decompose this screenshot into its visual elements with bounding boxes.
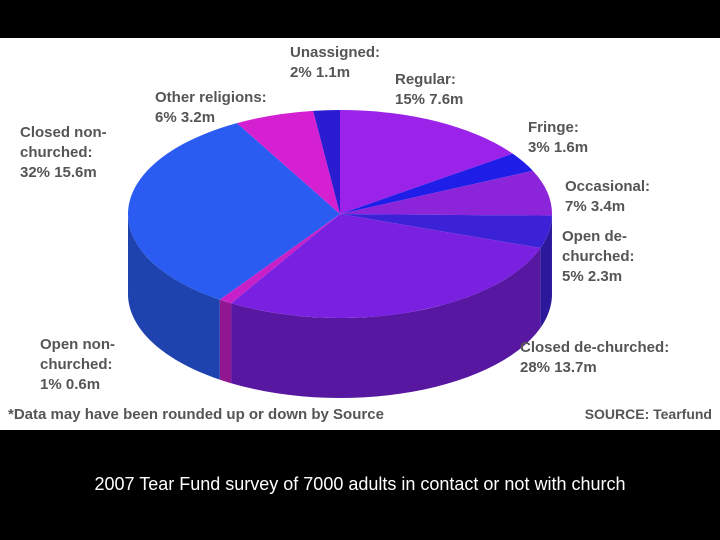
slice-side xyxy=(219,299,232,384)
slice xyxy=(231,214,541,318)
value-label: 2% 1.1m xyxy=(290,64,351,81)
category-label: Closed de-churched: xyxy=(520,339,670,356)
slice-label: Closed de-churched: 28% 13.7m xyxy=(520,338,710,378)
slice xyxy=(236,110,340,214)
slice-label: Open de-churched: 5% 2.3m xyxy=(562,227,692,287)
slice-label: Closed non-churched: 32% 15.6m xyxy=(20,123,160,183)
value-label: 3% 1.6m xyxy=(528,139,589,156)
category-label: Occasional: xyxy=(565,178,651,195)
value-label: 32% 15.6m xyxy=(20,164,97,181)
slice-label: Occasional: 7% 3.4m xyxy=(565,177,675,217)
slice-label: Other religions: 6% 3.2m xyxy=(155,88,305,128)
slice xyxy=(313,110,340,214)
slice-side xyxy=(128,214,220,380)
source: SOURCE: Tearfund xyxy=(584,406,712,422)
value-label: 5% 2.3m xyxy=(562,268,623,285)
caption: 2007 Tear Fund survey of 7000 adults in … xyxy=(94,474,626,494)
slice xyxy=(340,153,533,214)
slice-label: Fringe: 3% 1.6m xyxy=(528,118,628,158)
category-label: Open non-churched: xyxy=(40,336,115,373)
value-label: 1% 0.6m xyxy=(40,376,101,393)
slice-label: Open non-churched: 1% 0.6m xyxy=(40,335,180,395)
category-label: Unassigned: xyxy=(290,44,381,61)
category-label: Closed non-churched: xyxy=(20,124,107,161)
category-label: Regular: xyxy=(395,71,456,88)
slice xyxy=(219,214,340,304)
slice xyxy=(340,170,552,216)
category-label: Fringe: xyxy=(528,119,579,136)
category-label: Open de-churched: xyxy=(562,228,635,265)
slice xyxy=(340,214,552,249)
slice-side xyxy=(540,215,552,329)
slice-label: Unassigned: 2% 1.1m xyxy=(290,43,410,83)
value-label: 6% 3.2m xyxy=(155,109,216,126)
value-label: 15% 7.6m xyxy=(395,91,464,108)
slice xyxy=(340,110,513,214)
category-label: Other religions: xyxy=(155,89,267,106)
slice-label: Regular: 15% 7.6m xyxy=(395,70,515,110)
slice-side xyxy=(231,248,541,398)
value-label: 28% 13.7m xyxy=(520,359,597,376)
chart xyxy=(127,110,552,398)
chart-panel: *Data may have been rounded up or down b… xyxy=(0,38,720,430)
value-label: 7% 3.4m xyxy=(565,198,626,215)
slice xyxy=(127,123,340,300)
note: *Data may have been rounded up or down b… xyxy=(8,406,384,423)
